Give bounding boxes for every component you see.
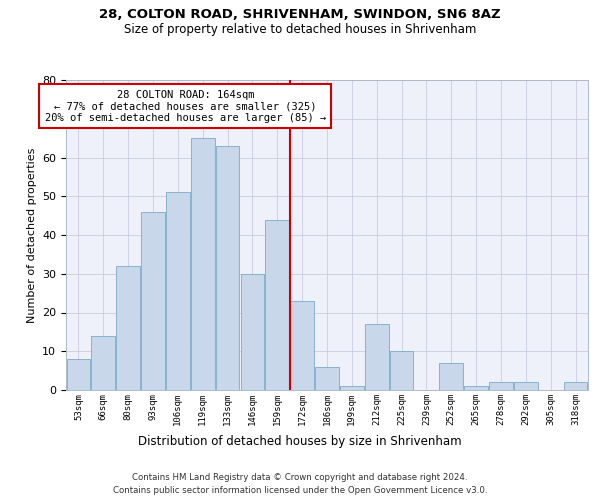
Bar bbox=[141, 212, 165, 390]
Bar bbox=[91, 336, 115, 390]
Y-axis label: Number of detached properties: Number of detached properties bbox=[26, 148, 37, 322]
Bar bbox=[241, 274, 264, 390]
Bar bbox=[514, 382, 538, 390]
Bar bbox=[67, 359, 90, 390]
Bar bbox=[564, 382, 587, 390]
Bar bbox=[439, 363, 463, 390]
Bar bbox=[464, 386, 488, 390]
Bar bbox=[116, 266, 140, 390]
Bar bbox=[166, 192, 190, 390]
Bar bbox=[489, 382, 513, 390]
Bar bbox=[191, 138, 215, 390]
Bar bbox=[390, 351, 413, 390]
Text: 28, COLTON ROAD, SHRIVENHAM, SWINDON, SN6 8AZ: 28, COLTON ROAD, SHRIVENHAM, SWINDON, SN… bbox=[99, 8, 501, 20]
Text: Size of property relative to detached houses in Shrivenham: Size of property relative to detached ho… bbox=[124, 22, 476, 36]
Text: 28 COLTON ROAD: 164sqm
← 77% of detached houses are smaller (325)
20% of semi-de: 28 COLTON ROAD: 164sqm ← 77% of detached… bbox=[44, 90, 326, 123]
Text: Distribution of detached houses by size in Shrivenham: Distribution of detached houses by size … bbox=[138, 435, 462, 448]
Text: Contains HM Land Registry data © Crown copyright and database right 2024.: Contains HM Land Registry data © Crown c… bbox=[132, 472, 468, 482]
Bar bbox=[290, 301, 314, 390]
Bar bbox=[315, 367, 339, 390]
Bar bbox=[265, 220, 289, 390]
Bar bbox=[340, 386, 364, 390]
Bar bbox=[216, 146, 239, 390]
Text: Contains public sector information licensed under the Open Government Licence v3: Contains public sector information licen… bbox=[113, 486, 487, 495]
Bar bbox=[365, 324, 389, 390]
